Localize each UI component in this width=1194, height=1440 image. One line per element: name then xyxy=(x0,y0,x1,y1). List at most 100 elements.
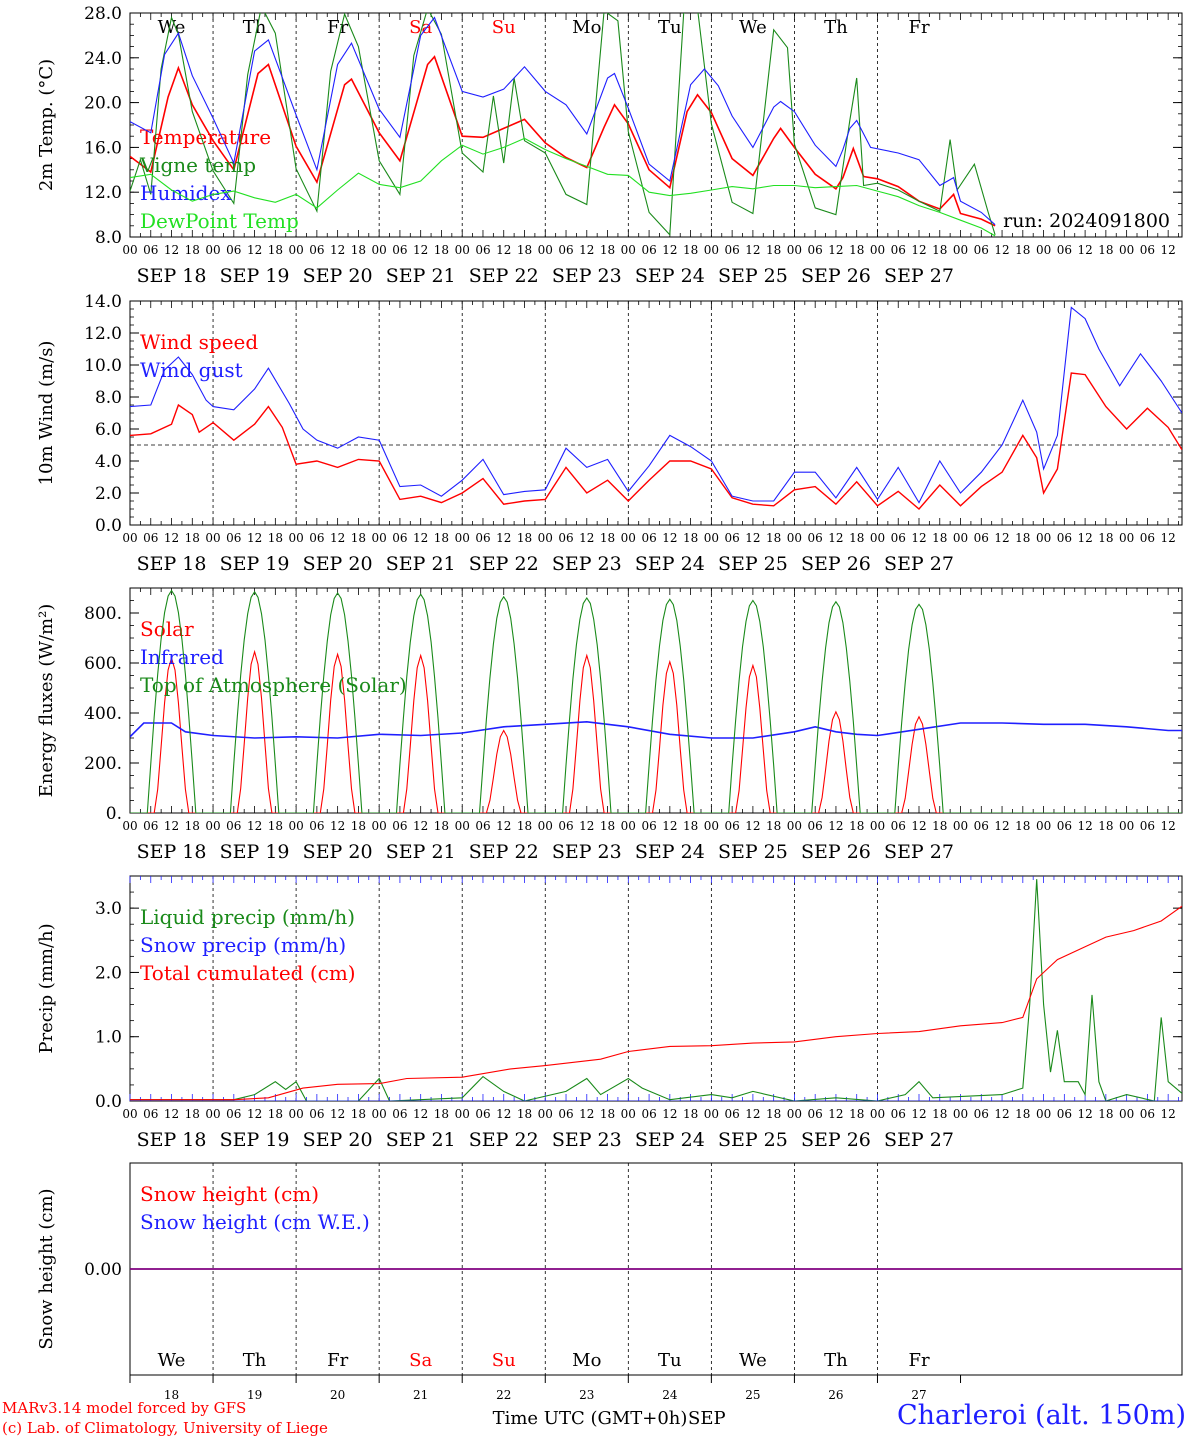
y-tick-label: 200. xyxy=(84,754,122,774)
hour-tick-label: 12 xyxy=(247,531,262,545)
run-annotation: run: 2024091800 xyxy=(1003,210,1170,232)
date-label: SEP 20 xyxy=(303,265,373,287)
legend-entry: Infrared xyxy=(140,645,224,669)
weekday-label: Sa xyxy=(409,17,432,38)
hour-tick-label: 18 xyxy=(683,243,698,257)
hour-tick-label: 12 xyxy=(496,1107,511,1121)
hour-tick-label: 00 xyxy=(953,1107,968,1121)
date-label: SEP 21 xyxy=(386,1129,456,1151)
hour-tick-label: 06 xyxy=(392,243,407,257)
day-number-label: 22 xyxy=(496,1388,511,1402)
hour-tick-label: 12 xyxy=(247,1107,262,1121)
hour-tick-label: 00 xyxy=(1119,531,1134,545)
date-label: SEP 23 xyxy=(552,265,622,287)
date-label: SEP 19 xyxy=(220,553,290,575)
hour-tick-label: 12 xyxy=(662,1107,677,1121)
panel-frame xyxy=(129,12,1183,238)
hour-tick-label: 12 xyxy=(330,243,345,257)
y-tick-label: 20.0 xyxy=(84,94,122,114)
legend-entry: Snow height (cm) xyxy=(140,1182,319,1206)
hour-tick-label: 00 xyxy=(621,819,636,833)
hour-tick-label: 00 xyxy=(704,531,719,545)
date-label: SEP 24 xyxy=(635,265,705,287)
hour-tick-label: 18 xyxy=(1098,243,1113,257)
hour-tick-label: 06 xyxy=(309,819,324,833)
hour-tick-label: 00 xyxy=(455,1107,470,1121)
hour-tick-label: 06 xyxy=(641,531,656,545)
hour-tick-label: 12 xyxy=(994,243,1009,257)
legend-entry: Wind speed xyxy=(140,330,258,354)
panel-frame xyxy=(129,300,1183,526)
hour-tick-label: 12 xyxy=(911,1107,926,1121)
hour-tick-label: 12 xyxy=(496,531,511,545)
hour-tick-label: 06 xyxy=(475,531,490,545)
hour-tick-label: 06 xyxy=(558,819,573,833)
hour-tick-label: 18 xyxy=(351,531,366,545)
hour-tick-label: 12 xyxy=(1077,1107,1092,1121)
hour-tick-label: 18 xyxy=(849,243,864,257)
hour-tick-label: 00 xyxy=(205,1107,220,1121)
credit-model: MARv3.14 model forced by GFS xyxy=(2,1399,247,1417)
hour-tick-label: 12 xyxy=(745,531,760,545)
hour-tick-label: 12 xyxy=(1161,243,1176,257)
hour-tick-label: 18 xyxy=(600,819,615,833)
y-tick-label: 14.0 xyxy=(84,292,122,312)
hour-tick-label: 06 xyxy=(1140,531,1155,545)
hour-tick-label: 12 xyxy=(1077,531,1092,545)
day-number-label: 27 xyxy=(911,1388,926,1402)
hour-tick-label: 06 xyxy=(724,1107,739,1121)
series-line xyxy=(130,879,1182,1101)
date-label: SEP 19 xyxy=(220,841,290,863)
hour-tick-label: 06 xyxy=(143,1107,158,1121)
hour-tick-label: 00 xyxy=(787,531,802,545)
hour-tick-label: 06 xyxy=(1057,243,1072,257)
hour-tick-label: 18 xyxy=(351,243,366,257)
hour-tick-label: 18 xyxy=(268,243,283,257)
y-axis-label: Precip (mm/h) xyxy=(36,923,57,1053)
hour-tick-label: 06 xyxy=(641,819,656,833)
series-line xyxy=(130,589,1182,813)
series-line xyxy=(130,137,996,237)
hour-tick-label: 18 xyxy=(268,1107,283,1121)
hour-tick-label: 18 xyxy=(1098,819,1113,833)
station-name: Charleroi (alt. 150m) xyxy=(897,1400,1186,1431)
legend-entry: Snow height (cm W.E.) xyxy=(140,1210,370,1234)
hour-tick-label: 18 xyxy=(268,531,283,545)
weekday-label: Mo xyxy=(572,17,601,38)
hour-tick-label: 06 xyxy=(1140,243,1155,257)
hour-tick-label: 00 xyxy=(953,819,968,833)
hour-tick-label: 06 xyxy=(891,819,906,833)
legend-entry: Temperature xyxy=(140,125,271,149)
hour-tick-label: 00 xyxy=(538,819,553,833)
day-number-label: 19 xyxy=(247,1388,262,1402)
hour-tick-label: 06 xyxy=(891,531,906,545)
hour-tick-label: 18 xyxy=(434,531,449,545)
hour-tick-label: 18 xyxy=(517,243,532,257)
hour-tick-label: 06 xyxy=(891,243,906,257)
hour-tick-label: 00 xyxy=(288,531,303,545)
hour-tick-label: 12 xyxy=(994,1107,1009,1121)
hour-tick-label: 12 xyxy=(745,1107,760,1121)
date-label: SEP 25 xyxy=(718,841,788,863)
hour-tick-label: 00 xyxy=(1036,1107,1051,1121)
hour-tick-label: 00 xyxy=(205,243,220,257)
day-number-label: 26 xyxy=(828,1388,843,1402)
series-line xyxy=(130,720,1182,739)
hour-tick-label: 00 xyxy=(538,531,553,545)
hour-tick-label: 06 xyxy=(309,243,324,257)
hour-tick-label: 12 xyxy=(330,1107,345,1121)
hour-tick-label: 12 xyxy=(164,819,179,833)
hour-tick-label: 06 xyxy=(641,243,656,257)
hour-tick-label: 12 xyxy=(745,243,760,257)
date-label: SEP 25 xyxy=(718,1129,788,1151)
date-label: SEP 25 xyxy=(718,265,788,287)
hour-tick-label: 12 xyxy=(1161,1107,1176,1121)
hour-tick-label: 00 xyxy=(372,243,387,257)
hour-tick-label: 18 xyxy=(1015,243,1030,257)
hour-tick-label: 06 xyxy=(475,243,490,257)
date-label: SEP 19 xyxy=(220,1129,290,1151)
hour-tick-label: 18 xyxy=(766,243,781,257)
hour-tick-label: 06 xyxy=(143,243,158,257)
hour-tick-label: 00 xyxy=(870,531,885,545)
